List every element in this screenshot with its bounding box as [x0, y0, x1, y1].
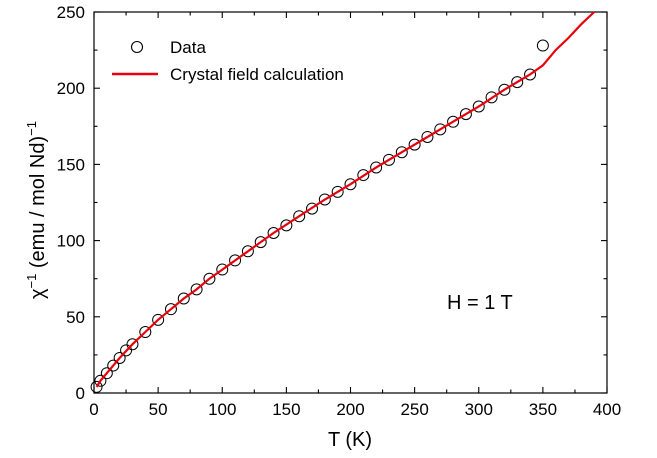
legend-label-calculation: Crystal field calculation: [170, 65, 344, 84]
x-axis-label: T (K): [328, 429, 372, 451]
legend-marker-data: [130, 40, 144, 54]
data-point: [203, 272, 216, 285]
data-point: [152, 313, 165, 326]
y-axis-label-exponent-2: −1: [24, 121, 39, 136]
data-point: [254, 236, 267, 249]
y-axis-label-exponent-1: −1: [24, 274, 39, 289]
data-point: [229, 254, 242, 267]
data-point: [267, 226, 280, 239]
data-point: [120, 344, 133, 357]
data-point: [318, 193, 331, 206]
x-tick-label: 350: [529, 400, 557, 419]
data-point: [280, 219, 293, 232]
data-point: [126, 338, 139, 351]
y-tick-label: 250: [57, 3, 85, 22]
data-point: [100, 367, 113, 380]
data-point: [293, 210, 306, 223]
x-tick-label: 100: [208, 400, 236, 419]
calculation-line: [95, 11, 595, 388]
data-point: [524, 68, 537, 81]
data-marks: [90, 11, 595, 393]
data-point: [177, 292, 190, 305]
x-tick-label: 50: [149, 400, 168, 419]
y-axis-label: χ−1 (emu / mol Nd)−1: [24, 121, 49, 299]
data-point: [408, 138, 421, 151]
data-point: [459, 108, 472, 121]
data-point: [164, 303, 177, 316]
data-point: [216, 263, 229, 276]
y-tick-label: 50: [66, 308, 85, 327]
data-point: [139, 326, 152, 339]
y-axis-label-units: (emu / mol Nd): [27, 136, 49, 274]
field-annotation: H = 1 T: [447, 292, 513, 314]
data-point: [113, 351, 126, 364]
x-tick-label: 250: [400, 400, 428, 419]
data-point: [447, 115, 460, 128]
data-point: [434, 123, 447, 136]
data-point: [344, 178, 357, 191]
svg-text:χ−1 (emu / mol Nd)−1: χ−1 (emu / mol Nd)−1: [24, 121, 49, 299]
axis-ticks: [93, 11, 608, 394]
x-tick-label: 150: [272, 400, 300, 419]
data-point: [498, 83, 511, 96]
y-axis-label-symbol: χ: [27, 288, 49, 299]
data-point: [306, 202, 319, 215]
data-point: [241, 245, 254, 258]
y-tick-label: 0: [76, 384, 85, 403]
data-point: [395, 146, 408, 159]
data-point: [536, 39, 549, 52]
y-tick-label: 150: [57, 155, 85, 174]
data-point: [382, 153, 395, 166]
data-point: [511, 76, 524, 89]
data-point: [357, 169, 370, 182]
axis-tick-labels: 0 50 100 150 200 250 300 350 400 0 50 100 150 200 250: [57, 3, 622, 419]
x-tick-label: 400: [593, 400, 621, 419]
data-point: [472, 100, 485, 113]
legend-label-data: Data: [170, 38, 206, 57]
x-tick-label: 200: [336, 400, 364, 419]
data-point: [421, 130, 434, 143]
legend: Data Crystal field calculation: [112, 38, 344, 84]
x-tick-label: 0: [89, 400, 98, 419]
y-tick-label: 100: [57, 232, 85, 251]
x-tick-label: 300: [465, 400, 493, 419]
data-point: [107, 359, 120, 372]
data-point: [485, 91, 498, 104]
y-tick-label: 200: [57, 79, 85, 98]
data-point: [190, 283, 203, 296]
data-point: [94, 374, 107, 387]
data-point: [331, 185, 344, 198]
data-point: [370, 161, 383, 174]
data-point: [90, 380, 103, 393]
